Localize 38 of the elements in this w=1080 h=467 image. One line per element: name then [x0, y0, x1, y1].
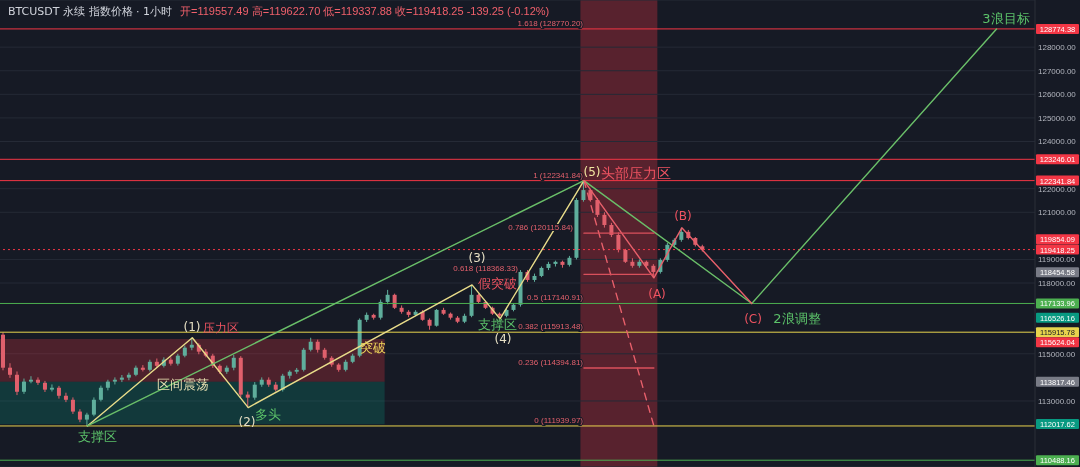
y-tick-label: 119000.00 — [1038, 255, 1076, 265]
annotation: (4) — [494, 332, 512, 346]
y-tick-label: 127000.00 — [1038, 66, 1077, 76]
annotation: 0 (111939.97) — [534, 415, 584, 425]
annotation: (2) — [238, 415, 256, 429]
annotation: (1) — [183, 320, 201, 334]
y-tick-label: 126000.00 — [1038, 90, 1077, 100]
annotation: 突破 — [360, 340, 386, 355]
chart-subtitle: 开=119557.49 高=119622.70 低=119337.88 收=119418.25 -139.25 (-0.12%) — [180, 5, 550, 17]
annotation: 2浪调整 — [773, 311, 821, 326]
y-tick-label: 115000.00 — [1038, 349, 1076, 359]
annotation: 0.618 (118368.33) — [453, 264, 519, 274]
annotation: (3) — [468, 251, 486, 265]
y-tick-label: 113000.00 — [1038, 396, 1076, 406]
annotation: 0.5 (117140.91) — [527, 293, 584, 303]
annotation: 1.618 (128770.20) — [517, 19, 584, 29]
text: BTCUSDT 永续 指数价格 · 1小时 — [8, 5, 173, 18]
annotation: 0.236 (114394.81) — [518, 358, 584, 367]
y-tick-label: 125000.00 — [1038, 113, 1077, 123]
annotation: 支撑区 — [477, 317, 517, 332]
annotation: (C) — [744, 312, 762, 326]
annotation: 头部压力区 — [601, 165, 671, 181]
y-tick-label: 121000.00 — [1038, 208, 1077, 218]
annotation: (B) — [674, 209, 692, 223]
annotation: 1 (122341.84) — [533, 170, 584, 180]
annotation: 支撑区 — [77, 429, 117, 444]
annotation: 假突破 — [477, 276, 517, 291]
annotation: 0.382 (115913.48) — [518, 322, 584, 332]
y-tick-label: 128000.00 — [1038, 43, 1077, 53]
annotation: (5) — [583, 165, 601, 179]
annotation: 3浪目标 — [982, 11, 1030, 26]
y-tick-label: 122000.00 — [1038, 184, 1077, 194]
annotation: 区间震荡 — [157, 377, 209, 392]
y-tick-label: 124000.00 — [1038, 137, 1077, 147]
y-tick-label: 118000.00 — [1038, 278, 1076, 288]
annotation: 压力区 — [203, 321, 239, 335]
annotation: 多头 — [255, 407, 281, 422]
annotation: (A) — [648, 287, 666, 301]
